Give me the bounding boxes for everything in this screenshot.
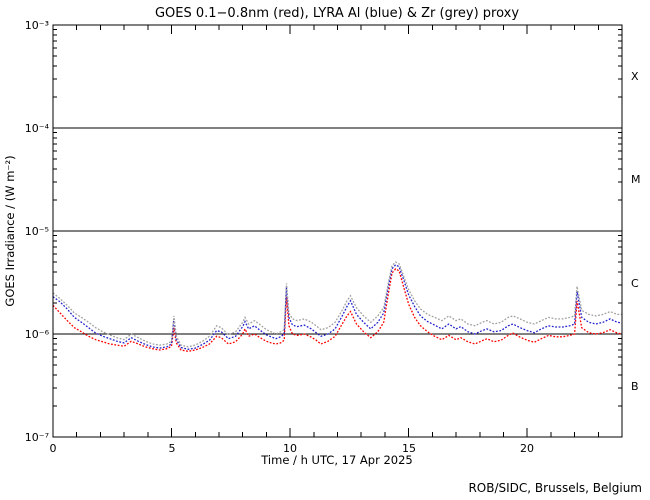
flare-class-label-m: M — [631, 173, 641, 186]
flare-class-label-x: X — [631, 70, 639, 83]
plot-box-frame — [52, 24, 623, 438]
series-grey-curve — [52, 261, 622, 348]
y-tick-label-1e-4: 10⁻⁴ — [25, 122, 50, 135]
series-red-curve — [52, 267, 623, 352]
credit-text: ROB/SIDC, Brussels, Belgium — [468, 481, 642, 495]
flare-class-label-b: B — [631, 380, 639, 393]
y-tick-label-1e-6: 10⁻⁶ — [25, 328, 50, 341]
x-axis-label: Time / h UTC, 17 Apr 2025 — [260, 453, 413, 467]
plot-generated-layer — [52, 24, 623, 438]
y-tick-label-1e-3: 10⁻³ — [25, 19, 49, 32]
x-tick-label-15: 15 — [402, 442, 416, 455]
series-blue-curve — [52, 263, 623, 350]
flare-class-label-c: C — [631, 277, 639, 290]
y-axis-label: GOES Irradiance / (W m⁻²) — [3, 155, 17, 306]
x-tick-label-10: 10 — [283, 442, 297, 455]
x-tick-label-5: 5 — [169, 442, 176, 455]
x-tick-label-0: 0 — [50, 442, 57, 455]
y-tick-label-1e-7: 10⁻⁷ — [25, 431, 49, 444]
x-tick-label-20: 20 — [520, 442, 534, 455]
y-tick-label-1e-5: 10⁻⁵ — [25, 225, 49, 238]
chart-title: GOES 0.1−0.8nm (red), LYRA Al (blue) & Z… — [155, 6, 519, 21]
